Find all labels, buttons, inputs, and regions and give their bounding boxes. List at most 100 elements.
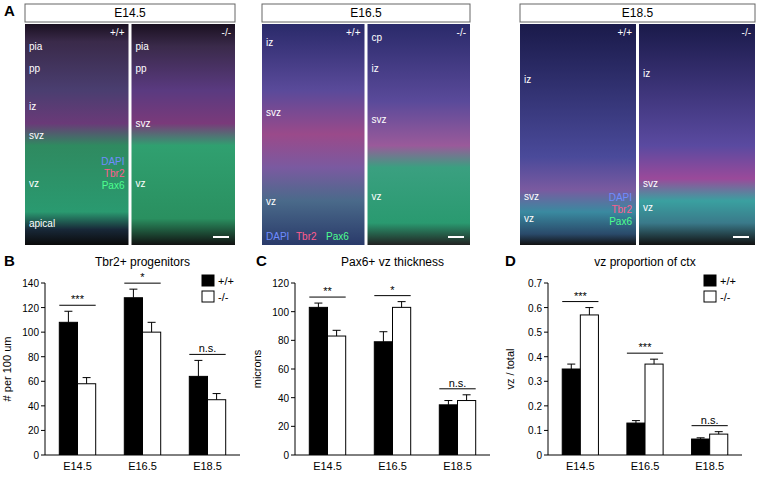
layer-label: iz (524, 74, 531, 85)
error-cap (379, 331, 387, 332)
error-stem (318, 303, 319, 307)
y-tick-label: 0.7 (528, 278, 542, 289)
chart-title: vz proportion of ctx (594, 255, 695, 269)
stain-label: Pax6 (102, 180, 125, 191)
error-cap (314, 303, 322, 304)
layer-label: vz (524, 213, 534, 224)
bars (562, 308, 728, 455)
y-tick-label: 100 (22, 327, 39, 338)
layer-label: iz (266, 37, 273, 48)
y-tick-label: 80 (278, 335, 290, 346)
significance-label: n.s. (701, 414, 719, 426)
x-tick-label: E14.5 (313, 460, 342, 472)
y-tick (544, 405, 548, 406)
stain-label: Tbr2 (611, 204, 632, 215)
scale-bar (448, 236, 464, 238)
y-tick-label: 140 (22, 278, 39, 289)
x-tick-label: E18.5 (443, 460, 472, 472)
error-bar (379, 332, 387, 342)
y-tick-label: 0.5 (528, 327, 542, 338)
layer-label: pia (29, 41, 43, 52)
bar (328, 336, 346, 455)
y-axis-label: microns (251, 349, 263, 388)
error-bar (333, 330, 341, 336)
stain-label: Tbr2 (296, 231, 317, 242)
header-box (262, 4, 470, 22)
legend-swatch (704, 291, 716, 302)
error-bar (314, 303, 322, 307)
y-tick (41, 332, 45, 333)
y-axis-label: # per 100 um (1, 337, 13, 402)
bar (627, 423, 645, 455)
error-cap (697, 437, 705, 438)
layer-label: vz (136, 178, 146, 189)
y-tick (41, 307, 45, 308)
error-stem (589, 308, 590, 315)
y-tick (544, 381, 548, 382)
layer-label: svz (29, 130, 44, 141)
error-cap (398, 301, 406, 302)
x-tick-label: E14.5 (63, 460, 92, 472)
y-tick (544, 356, 548, 357)
y-tick (291, 369, 295, 370)
error-cap (632, 420, 640, 421)
layer-label: apical (29, 218, 55, 229)
panel-label: B (4, 252, 15, 269)
y-tick (41, 381, 45, 382)
y-tick-label: 40 (278, 393, 290, 404)
error-cap (333, 330, 341, 331)
significance-label: n.s. (449, 377, 467, 389)
error-bar (715, 432, 723, 434)
y-tick-label: 0 (283, 450, 289, 461)
age-title: E18.5 (622, 6, 654, 20)
genotype-label: -/- (457, 27, 466, 38)
layer-label: svz (643, 178, 658, 189)
y-tick-label: 0.2 (528, 401, 542, 412)
stain-label: DAPI (266, 231, 289, 242)
bar (124, 298, 142, 455)
error-stem (466, 395, 467, 401)
genotype-label: -/- (742, 27, 751, 38)
error-cap (64, 311, 72, 312)
x-tick-label: E16.5 (378, 460, 407, 472)
error-bar (148, 322, 156, 332)
bar (309, 307, 327, 455)
y-tick-label: 120 (22, 303, 39, 314)
stain-label: Pax6 (326, 231, 349, 242)
age-title: E16.5 (350, 6, 382, 20)
chart-title: Pax6+ vz thickness (341, 255, 444, 269)
y-tick-label: 60 (278, 364, 290, 375)
error-cap (194, 360, 202, 361)
bar (59, 322, 77, 455)
significance-label: * (140, 271, 145, 283)
bar (143, 332, 161, 455)
y-tick (291, 426, 295, 427)
error-bar (567, 364, 575, 369)
bars (309, 302, 475, 455)
y-tick (291, 340, 295, 341)
layer-label: svz (266, 107, 281, 118)
x-tick-label: E16.5 (631, 460, 660, 472)
layer-label: pia (136, 41, 150, 52)
error-cap (213, 393, 221, 394)
panel-label: D (505, 252, 516, 269)
stain-label: DAPI (101, 156, 124, 167)
bar (710, 434, 728, 455)
error-bar (632, 421, 640, 423)
significance-label: *** (574, 290, 588, 302)
y-tick-label: 0.6 (528, 303, 542, 314)
genotype-label: +/+ (618, 27, 633, 38)
significance-label: *** (71, 293, 85, 305)
x-tick-label: E16.5 (128, 460, 157, 472)
layer-label: svz (524, 191, 539, 202)
x-tick-label: E14.5 (566, 460, 595, 472)
y-axis (548, 283, 549, 455)
error-bar (213, 394, 221, 400)
y-tick-label: 40 (28, 401, 40, 412)
y-tick (291, 397, 295, 398)
legend-swatch (202, 291, 214, 302)
layer-label: vz (372, 191, 382, 202)
error-stem (448, 401, 449, 405)
bar (645, 364, 663, 455)
error-bar (585, 308, 593, 315)
